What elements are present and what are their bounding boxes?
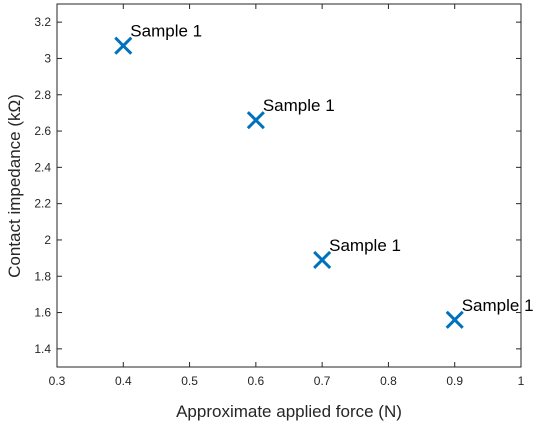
x-tick-label: 0.8 xyxy=(380,374,397,388)
x-marker-stroke xyxy=(114,36,133,55)
x-tick-label: 0.7 xyxy=(314,374,331,388)
x-tick-label: 1 xyxy=(518,374,525,388)
axes xyxy=(56,3,522,368)
plot-area xyxy=(57,4,521,367)
y-tick-label: 1.8 xyxy=(34,269,51,283)
x-tick-label: 0.3 xyxy=(49,374,66,388)
data-label: Sample 1 xyxy=(263,96,335,115)
data-label: Sample 1 xyxy=(130,22,202,41)
x-marker-stroke xyxy=(313,250,332,269)
data-point xyxy=(313,250,332,269)
y-tick-label: 2.6 xyxy=(34,124,51,138)
data-point xyxy=(445,310,464,329)
x-tick-label: 0.6 xyxy=(248,374,265,388)
x-tick-label: 0.4 xyxy=(115,374,132,388)
y-tick-label: 3.2 xyxy=(34,15,51,29)
x-axis-label: Approximate applied force (N) xyxy=(176,402,402,421)
y-tick-label: 1.4 xyxy=(34,342,51,356)
y-tick-label: 2.8 xyxy=(34,88,51,102)
y-tick-label: 1.6 xyxy=(34,306,51,320)
x-tick-label: 0.5 xyxy=(181,374,198,388)
data-point xyxy=(246,111,265,130)
x-marker-stroke xyxy=(445,310,464,329)
axes-box xyxy=(56,3,522,368)
x-marker-stroke xyxy=(246,111,265,130)
y-axis-label: Contact impedance (kΩ) xyxy=(5,94,24,278)
data-label: Sample 1 xyxy=(462,296,534,315)
y-tick-label: 2.4 xyxy=(34,160,51,174)
data-point xyxy=(114,36,133,55)
data-marks: Sample 1 Sample 1 Sample 1 Sample 1 xyxy=(114,22,534,329)
y-tick-label: 2.2 xyxy=(34,197,51,211)
x-tick-label: 0.9 xyxy=(446,374,463,388)
y-tick-label: 2 xyxy=(44,233,51,247)
data-label: Sample 1 xyxy=(329,236,401,255)
y-tick-label: 3 xyxy=(44,51,51,65)
ticks: 0.3 0.4 0.5 0.6 0.7 0.8 0.9 1 1.4 1.6 1.8 2 2.2 2.4 2.… xyxy=(34,4,525,388)
